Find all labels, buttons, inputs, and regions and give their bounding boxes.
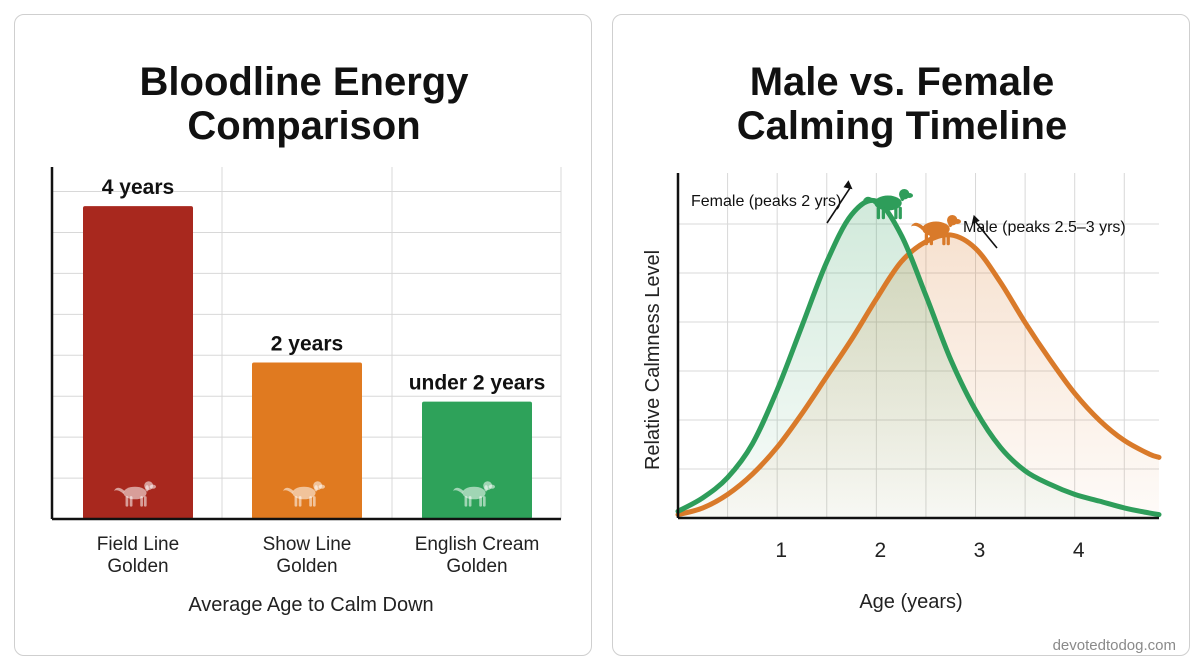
bar-1 — [83, 206, 193, 519]
x-tick-label: 2 — [875, 539, 887, 562]
bar-2 — [252, 362, 362, 519]
site-credit: devotedtodog.com — [1052, 637, 1176, 654]
chart-title-line: Male vs. Female — [750, 60, 1055, 104]
dog-icon — [863, 189, 913, 220]
female-annotation-arrow — [826, 186, 852, 224]
dog-icon — [911, 215, 961, 246]
dog-icon — [453, 481, 495, 507]
dog-icon — [283, 481, 325, 507]
female-annotation: Female (peaks 2 yrs) — [691, 193, 841, 210]
category-tick-label: English Cream — [415, 534, 540, 555]
y-axis-label: Relative Calmness Level — [642, 250, 664, 470]
x-tick-label: 1 — [775, 539, 787, 562]
chart-title-line: Calming Timeline — [737, 104, 1067, 148]
male-annotation-arrow — [974, 220, 998, 249]
category-tick-label: Golden — [276, 556, 337, 577]
x-axis-label: Average Age to Calm Down — [188, 594, 433, 616]
category-tick-label: Golden — [107, 556, 168, 577]
series-area-female — [678, 200, 1159, 518]
bloodline-chart-panel: Bloodline Energy Comparison 4 years Field L… — [14, 14, 592, 656]
category-tick-label: Golden — [446, 556, 507, 577]
bar-data-label: 2 years — [271, 333, 343, 356]
category-tick-label: Field Line — [97, 534, 179, 555]
male-annotation-arrowhead — [971, 214, 980, 224]
male-annotation: Male (peaks 2.5–3 yrs) — [963, 219, 1126, 236]
bar-data-label: 4 years — [102, 176, 174, 199]
chart-title-line: Comparison — [187, 104, 420, 148]
female-annotation-arrowhead — [843, 180, 853, 190]
calming-timeline-panel: Male vs. Female Calming Timeline 1 2 3 4 Age (… — [612, 14, 1190, 656]
x-tick-label: 4 — [1073, 539, 1085, 562]
category-tick-label: Show Line — [263, 534, 352, 555]
chart-title-line: Bloodline Energy — [140, 60, 470, 104]
bar-3 — [422, 401, 532, 519]
series-line-female — [675, 197, 1162, 518]
x-tick-label: 3 — [974, 539, 986, 562]
bar-data-label: under 2 years — [409, 372, 546, 395]
dog-icon — [114, 481, 156, 507]
x-axis-label: Age (years) — [859, 591, 962, 613]
